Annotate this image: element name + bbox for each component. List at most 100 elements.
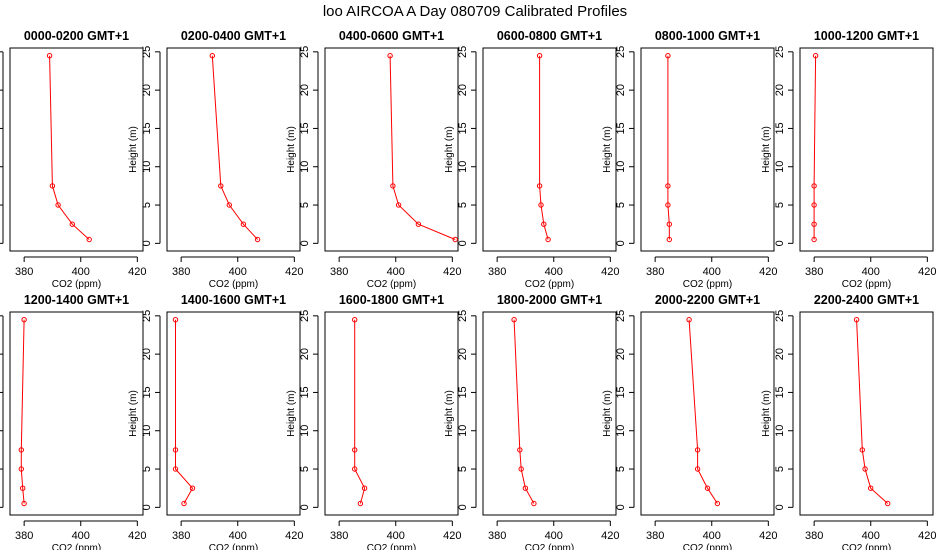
profile-line (389, 55, 456, 240)
data-point (18, 447, 24, 453)
y-tick-label: 0 (615, 504, 627, 510)
data-point (518, 466, 524, 472)
y-tick-label: 5 (774, 466, 786, 472)
data-point (694, 447, 701, 453)
y-tick-label: 10 (457, 425, 469, 437)
y-tick-label: 5 (615, 202, 627, 208)
y-tick-label: 0 (774, 504, 786, 510)
data-point (531, 500, 537, 507)
y-tick-label: 10 (774, 425, 786, 437)
data-point (352, 447, 358, 453)
profile-line (49, 55, 90, 240)
x-axis-label: CO2 (ppm) (842, 279, 891, 290)
profile-line (513, 319, 535, 504)
data-point (665, 183, 671, 189)
y-tick-label: 15 (615, 386, 627, 398)
panel-title: 1000-1200 GMT+1 (814, 29, 919, 43)
x-axis-label: CO2 (ppm) (683, 279, 732, 290)
x-tick-label: 420 (443, 266, 461, 278)
x-axis-label: CO2 (ppm) (842, 543, 891, 550)
panels-grid: 0000-0200 GMT+1 0 5 10 15 20 25 Height (m) 380 40… (0, 29, 937, 550)
x-tick-label: 420 (601, 530, 619, 542)
data-point (811, 183, 817, 189)
y-tick-label: 5 (299, 466, 311, 472)
data-point (218, 183, 224, 189)
y-tick-label: 0 (299, 240, 311, 246)
data-point (853, 317, 860, 323)
y-tick-label: 0 (299, 504, 311, 510)
panel: 1400-1600 GMT+1 0 5 10 15 20 25 Height (m) 380 40… (128, 293, 304, 550)
data-point (536, 183, 543, 189)
x-tick-label: 380 (646, 266, 664, 278)
x-tick-label: 420 (443, 530, 461, 542)
y-tick-label: 5 (457, 466, 469, 472)
x-tick-label: 400 (545, 266, 563, 278)
y-tick-label: 15 (141, 122, 153, 134)
data-point (859, 447, 865, 453)
panel-title: 2200-2400 GMT+1 (814, 293, 919, 307)
data-point (811, 202, 817, 208)
y-axis-label: Height (m) (128, 126, 139, 173)
x-tick-label: 420 (285, 266, 303, 278)
data-point (666, 236, 672, 243)
x-tick-label: 380 (330, 266, 348, 278)
y-tick-label: 0 (141, 240, 153, 246)
profile-line (175, 319, 194, 504)
y-tick-label: 25 (615, 46, 627, 58)
y-tick-label: 25 (299, 46, 311, 58)
data-point (21, 317, 27, 323)
x-axis-label: CO2 (ppm) (683, 543, 732, 550)
data-point (541, 221, 547, 227)
x-tick-label: 400 (229, 266, 247, 278)
panel-title: 0200-0400 GMT+1 (181, 29, 286, 43)
panel: 1600-1800 GMT+1 0 5 10 15 20 25 Height (m) 380 40… (286, 293, 462, 550)
y-tick-label: 25 (457, 46, 469, 58)
data-point (415, 221, 422, 227)
y-tick-label: 5 (457, 202, 469, 208)
data-point (69, 221, 76, 227)
data-point (812, 53, 819, 59)
panel: 1800-2000 GMT+1 0 5 10 15 20 25 Height (m) 380 40… (444, 293, 620, 550)
x-tick-label: 420 (918, 266, 936, 278)
x-tick-label: 400 (703, 530, 721, 542)
panel: 2200-2400 GMT+1 0 5 10 15 20 25 Height (m) 380 40… (761, 293, 937, 550)
data-point (46, 53, 53, 59)
panel-title: 1600-1800 GMT+1 (339, 293, 444, 307)
data-point (686, 317, 692, 323)
y-axis-label: Height (m) (761, 390, 772, 437)
data-point (511, 317, 517, 323)
data-point (395, 202, 402, 208)
data-point (868, 485, 874, 491)
y-tick-label: 10 (141, 425, 153, 437)
y-axis-label: Height (m) (286, 126, 297, 173)
x-tick-label: 420 (128, 530, 146, 542)
y-tick-label: 10 (299, 425, 311, 437)
x-tick-label: 420 (601, 266, 619, 278)
y-tick-label: 0 (774, 240, 786, 246)
panel-title: 0600-0800 GMT+1 (497, 29, 602, 43)
y-tick-label: 20 (299, 348, 311, 360)
y-tick-label: 15 (615, 122, 627, 134)
y-tick-label: 0 (457, 240, 469, 246)
x-tick-label: 380 (646, 530, 664, 542)
y-tick-label: 0 (615, 240, 627, 246)
x-axis-label: CO2 (ppm) (525, 543, 574, 550)
y-axis-label: Height (m) (444, 390, 455, 437)
data-point (694, 466, 701, 472)
y-tick-label: 10 (457, 161, 469, 173)
y-tick-label: 20 (774, 348, 786, 360)
data-point (704, 485, 711, 491)
y-tick-label: 25 (774, 310, 786, 322)
data-point (666, 221, 672, 227)
x-tick-label: 380 (805, 530, 823, 542)
x-tick-label: 400 (387, 530, 405, 542)
panel-title: 0400-0600 GMT+1 (339, 29, 444, 43)
y-tick-label: 10 (615, 161, 627, 173)
profile-line (20, 319, 25, 504)
data-point (714, 500, 721, 507)
data-point (387, 53, 393, 59)
data-point (665, 53, 671, 59)
x-tick-label: 400 (862, 266, 880, 278)
